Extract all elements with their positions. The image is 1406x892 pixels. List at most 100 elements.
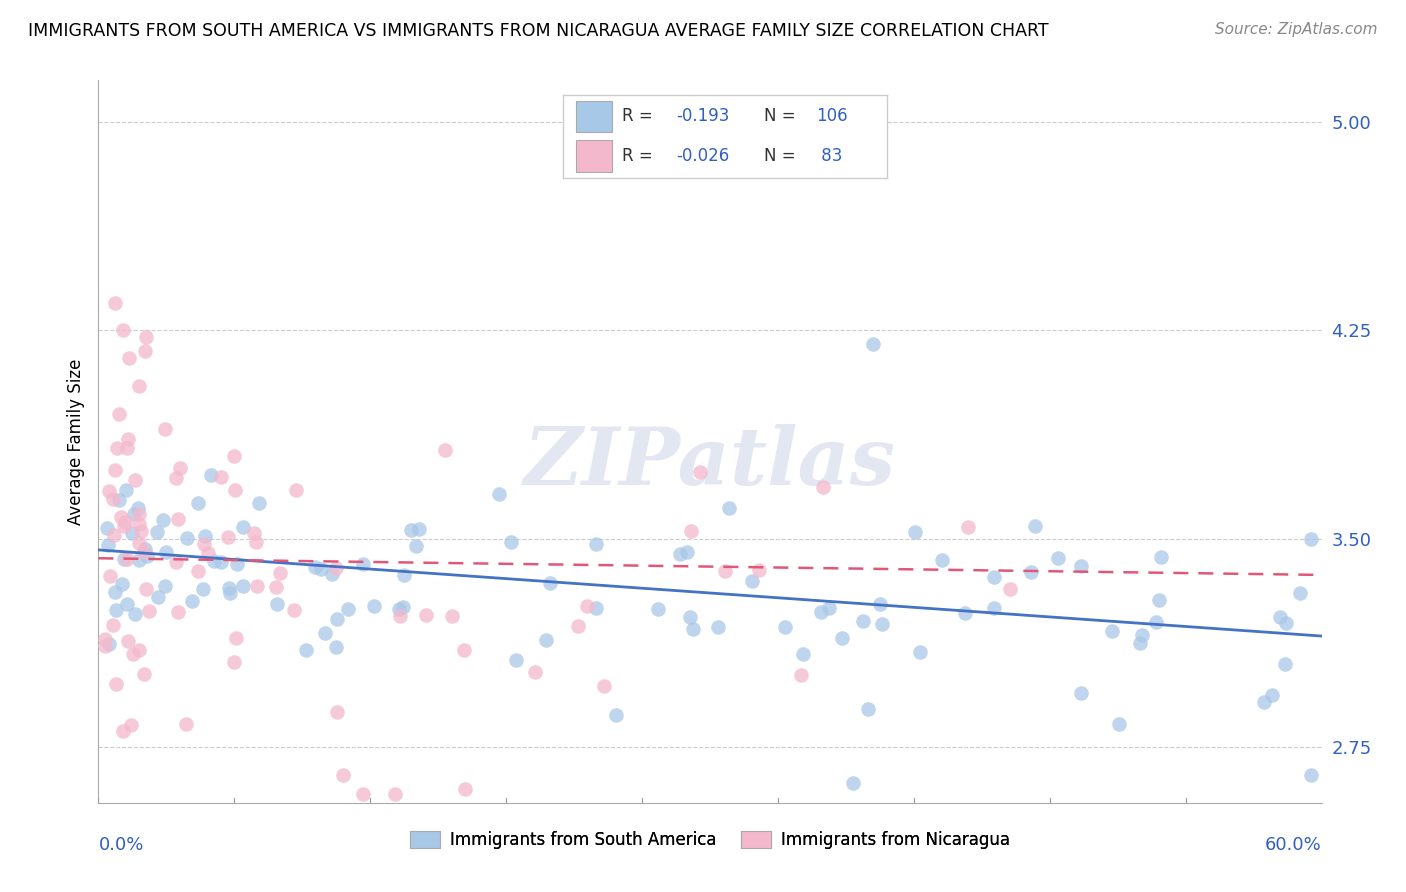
- Point: [1129, 636, 1152, 650]
- Point: [957, 520, 980, 534]
- Point: [209, 555, 232, 569]
- Point: [232, 579, 254, 593]
- Point: [332, 768, 354, 782]
- Point: [247, 496, 270, 510]
- Point: [1024, 519, 1046, 533]
- Point: [810, 605, 832, 619]
- Point: [225, 631, 247, 645]
- Point: [285, 483, 308, 497]
- Point: [775, 620, 797, 634]
- Point: [748, 563, 770, 577]
- Point: [387, 601, 409, 615]
- Point: [148, 590, 170, 604]
- Point: [128, 379, 150, 393]
- Point: [218, 586, 240, 600]
- Point: [314, 625, 336, 640]
- Point: [309, 562, 332, 576]
- Point: [392, 600, 415, 615]
- Point: [112, 724, 135, 739]
- Point: [117, 433, 139, 447]
- Point: [352, 788, 374, 802]
- Point: [1301, 768, 1323, 782]
- Text: Source: ZipAtlas.com: Source: ZipAtlas.com: [1215, 22, 1378, 37]
- Point: [118, 351, 141, 366]
- Point: [165, 471, 187, 485]
- Point: [110, 509, 132, 524]
- Point: [96, 520, 118, 534]
- Point: [97, 538, 120, 552]
- Point: [433, 443, 456, 458]
- Point: [146, 524, 169, 539]
- Point: [983, 601, 1005, 615]
- Point: [647, 602, 669, 616]
- Point: [232, 520, 254, 534]
- Point: [352, 557, 374, 571]
- Point: [217, 530, 239, 544]
- Point: [104, 585, 127, 599]
- Point: [668, 547, 690, 561]
- Point: [499, 535, 522, 549]
- Point: [94, 632, 117, 646]
- Point: [111, 576, 134, 591]
- Point: [108, 493, 131, 508]
- Text: 60.0%: 60.0%: [1265, 836, 1322, 855]
- Point: [337, 602, 360, 616]
- Point: [852, 614, 875, 628]
- Point: [1130, 628, 1153, 642]
- Point: [813, 481, 835, 495]
- Point: [222, 655, 245, 669]
- Point: [122, 647, 145, 661]
- Point: [103, 491, 125, 506]
- Point: [104, 295, 127, 310]
- Point: [266, 580, 288, 594]
- Point: [135, 330, 157, 344]
- Point: [831, 632, 853, 646]
- Point: [153, 579, 176, 593]
- Point: [128, 517, 150, 532]
- Point: [870, 617, 893, 632]
- Point: [1275, 615, 1298, 630]
- Point: [117, 634, 139, 648]
- Point: [94, 639, 117, 653]
- Point: [1047, 551, 1070, 566]
- Point: [115, 483, 138, 497]
- Point: [224, 483, 246, 497]
- Point: [1144, 615, 1167, 630]
- Point: [245, 534, 267, 549]
- Point: [202, 554, 225, 568]
- Point: [193, 537, 215, 551]
- Point: [363, 599, 385, 614]
- Point: [679, 610, 702, 624]
- Point: [283, 603, 305, 617]
- Point: [325, 561, 347, 575]
- Point: [131, 524, 153, 538]
- Point: [246, 579, 269, 593]
- Point: [226, 558, 249, 572]
- Point: [98, 569, 121, 583]
- Point: [1260, 689, 1282, 703]
- Point: [841, 776, 863, 790]
- Y-axis label: Average Family Size: Average Family Size: [66, 359, 84, 524]
- Text: ZIPatlas: ZIPatlas: [524, 425, 896, 502]
- Point: [1301, 532, 1323, 546]
- Point: [1268, 610, 1291, 624]
- Point: [903, 524, 925, 539]
- Point: [128, 501, 150, 516]
- Point: [862, 337, 884, 351]
- Point: [908, 645, 931, 659]
- Point: [138, 603, 160, 617]
- Point: [128, 642, 150, 657]
- Point: [1274, 657, 1296, 672]
- Point: [132, 667, 155, 681]
- Point: [605, 708, 627, 723]
- Point: [181, 594, 204, 608]
- Point: [869, 597, 891, 611]
- Point: [741, 574, 763, 588]
- Point: [152, 513, 174, 527]
- Point: [121, 525, 143, 540]
- Point: [153, 422, 176, 436]
- Point: [169, 460, 191, 475]
- Point: [718, 500, 741, 515]
- Point: [326, 705, 349, 719]
- Point: [187, 565, 209, 579]
